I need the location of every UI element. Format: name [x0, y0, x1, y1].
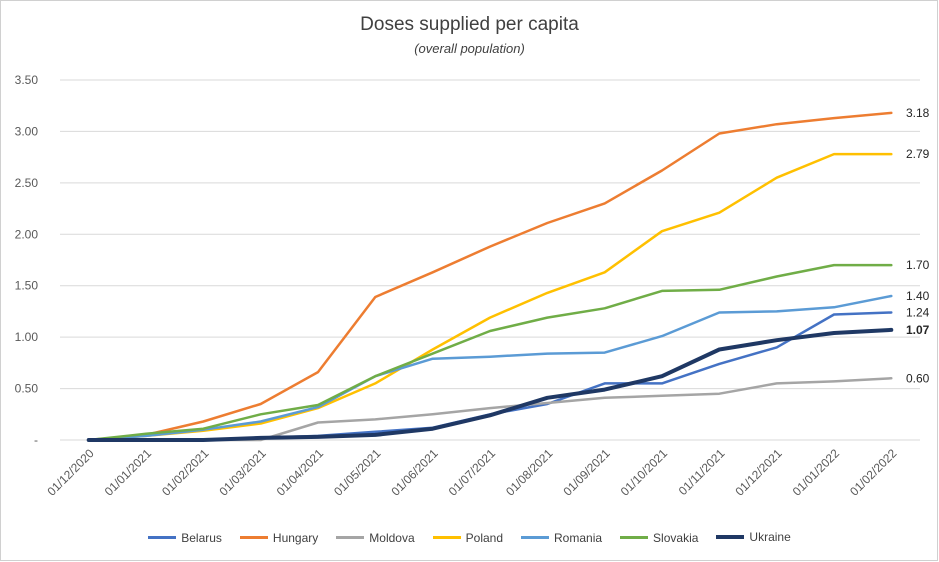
end-label-slovakia: 1.70 — [906, 258, 930, 272]
x-tick-label: 01/10/2021 — [618, 446, 671, 499]
series-line-romania — [87, 294, 893, 442]
series-lines — [86, 111, 894, 442]
legend-swatch — [148, 536, 177, 539]
y-tick-label: 0.50 — [15, 382, 39, 396]
y-tick-label: 2.00 — [15, 227, 39, 241]
legend-swatch — [239, 536, 268, 539]
x-tick-label: 01/04/2021 — [274, 446, 327, 499]
y-tick-label: 3.50 — [15, 73, 39, 87]
x-tick-label: 01/03/2021 — [216, 446, 269, 499]
end-label-poland: 2.79 — [906, 147, 930, 161]
x-axis: 01/12/2020 01/01/2021 01/02/2021 01/03/2021… — [44, 446, 899, 499]
legend-item-poland: Poland — [432, 530, 504, 545]
legend-label: Slovakia — [653, 530, 699, 545]
x-tick-label: 01/02/2022 — [847, 446, 900, 499]
y-tick-label: - — [34, 433, 38, 447]
gridlines — [60, 79, 920, 441]
y-tick-label: 3.00 — [15, 124, 39, 138]
x-tick-label: 01/05/2021 — [331, 446, 384, 499]
x-tick-label: 01/08/2021 — [503, 446, 556, 499]
y-axis: - 0.50 1.00 1.50 2.00 2.50 3.00 3.50 — [15, 73, 39, 447]
legend-item-ukraine: Ukraine — [716, 530, 791, 544]
legend-item-hungary: Hungary — [239, 530, 319, 545]
legend-label: Romania — [554, 530, 603, 545]
series-line-hungary — [87, 111, 893, 442]
x-tick-label: 01/11/2021 — [676, 446, 728, 498]
legend-item-slovakia: Slovakia — [620, 531, 698, 545]
legend-label: Poland — [465, 530, 504, 545]
end-labels: 1.24 3.18 0.60 2.79 1.40 1.70 1.07 — [906, 106, 930, 385]
x-tick-label: 01/12/2020 — [44, 446, 97, 499]
legend: Belarus Hungary Moldova Poland Romania Slovak… — [0, 528, 939, 545]
x-tick-label: 01/01/2021 — [102, 446, 155, 499]
y-tick-label: 1.00 — [15, 330, 39, 344]
x-tick-label: 01/07/2021 — [446, 446, 499, 499]
y-tick-label: 1.50 — [15, 279, 39, 293]
legend-swatch — [716, 535, 745, 539]
end-label-hungary: 3.18 — [906, 106, 930, 120]
legend-item-belarus: Belarus — [148, 531, 222, 545]
legend-label: Moldova — [369, 530, 415, 545]
legend-swatch — [336, 536, 365, 539]
end-label-belarus: 1.24 — [906, 305, 930, 319]
chart-subtitle: (overall population) — [414, 41, 525, 56]
x-tick-label: 01/02/2021 — [159, 446, 212, 499]
chart-title: Doses supplied per capita — [360, 14, 579, 35]
x-tick-label: 01/01/2022 — [790, 446, 843, 499]
series-line-slovakia — [87, 263, 893, 442]
legend-swatch — [620, 536, 649, 539]
x-tick-label: 01/09/2021 — [560, 446, 613, 499]
legend-label: Ukraine — [749, 530, 791, 544]
legend-item-moldova: Moldova — [336, 530, 415, 545]
legend-label: Belarus — [181, 530, 222, 545]
x-tick-label: 01/06/2021 — [388, 446, 441, 499]
end-label-moldova: 0.60 — [906, 371, 930, 385]
legend-swatch — [432, 536, 461, 539]
legend-swatch — [521, 536, 550, 539]
x-tick-label: 01/12/2021 — [732, 446, 785, 499]
end-label-romania: 1.40 — [906, 289, 930, 303]
y-tick-label: 2.50 — [15, 176, 39, 190]
series-line-poland — [87, 152, 893, 442]
series-line-ukraine — [86, 327, 894, 442]
legend-item-romania: Romania — [521, 531, 602, 545]
legend-label: Hungary — [272, 530, 319, 545]
end-label-ukraine: 1.07 — [906, 323, 930, 337]
